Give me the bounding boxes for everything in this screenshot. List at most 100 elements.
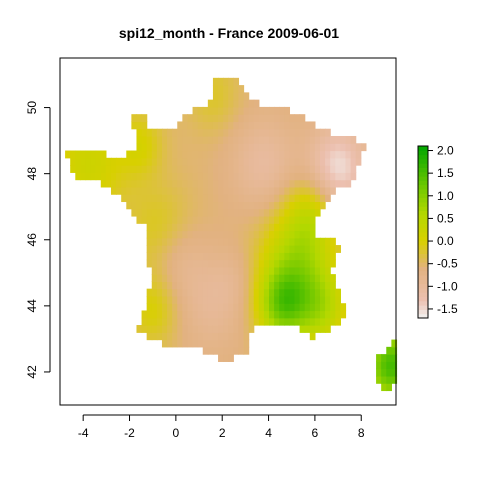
raster-cell bbox=[284, 281, 291, 290]
raster-cell bbox=[223, 194, 229, 203]
raster-cell bbox=[253, 150, 260, 159]
raster-cell bbox=[233, 295, 240, 304]
raster-cell bbox=[177, 215, 183, 224]
raster-cell bbox=[151, 281, 158, 290]
raster-cell bbox=[299, 179, 306, 188]
raster-cell bbox=[177, 252, 183, 261]
raster-cell bbox=[172, 325, 178, 333]
raster-cell bbox=[121, 179, 127, 188]
raster-cell bbox=[274, 295, 280, 304]
raster-cell bbox=[243, 194, 250, 203]
chart-title: spi12_month - France 2009-06-01 bbox=[119, 25, 339, 41]
raster-cell bbox=[228, 186, 234, 195]
raster-cell bbox=[136, 325, 143, 333]
raster-cell bbox=[269, 150, 275, 159]
raster-cell bbox=[238, 295, 245, 304]
raster-cell bbox=[299, 114, 306, 123]
raster-cell bbox=[121, 172, 127, 181]
raster-cell bbox=[233, 245, 240, 253]
raster-cell bbox=[314, 194, 321, 203]
raster-cell bbox=[319, 143, 326, 152]
raster-cell bbox=[258, 172, 265, 181]
raster-cell bbox=[274, 288, 280, 297]
raster-cell bbox=[253, 215, 260, 224]
raster-cell bbox=[335, 172, 341, 181]
raster-cell bbox=[238, 114, 245, 123]
raster-cell bbox=[294, 310, 301, 319]
raster-cell bbox=[223, 325, 229, 333]
raster-cell bbox=[172, 303, 178, 312]
raster-cell bbox=[289, 121, 296, 130]
raster-cell bbox=[126, 150, 132, 159]
raster-cell bbox=[177, 208, 183, 217]
raster-cell bbox=[289, 128, 296, 137]
raster-cell bbox=[207, 106, 214, 115]
raster-cell bbox=[258, 252, 265, 261]
raster-cell bbox=[218, 237, 224, 246]
raster-cell bbox=[187, 215, 194, 224]
raster-cell bbox=[304, 295, 311, 304]
raster-cell bbox=[212, 346, 219, 355]
raster-cell bbox=[151, 266, 158, 275]
raster-cell bbox=[202, 223, 209, 232]
raster-cell bbox=[248, 172, 255, 181]
raster-cell bbox=[202, 266, 209, 275]
raster-cell bbox=[177, 194, 183, 203]
raster-cell bbox=[212, 215, 219, 224]
raster-cell bbox=[182, 303, 189, 312]
raster-cell bbox=[330, 186, 336, 195]
raster-cell bbox=[325, 165, 331, 173]
raster-cell bbox=[381, 383, 387, 392]
raster-cell bbox=[167, 303, 173, 312]
raster-cell bbox=[212, 288, 219, 297]
raster-cell bbox=[304, 128, 311, 137]
legend-swatch bbox=[418, 184, 428, 190]
raster-cell bbox=[218, 215, 224, 224]
raster-cell bbox=[289, 208, 296, 217]
raster-cell bbox=[314, 303, 321, 312]
raster-cell bbox=[248, 274, 255, 282]
raster-cell bbox=[212, 179, 219, 188]
raster-cell bbox=[304, 179, 311, 188]
raster-cell bbox=[182, 194, 189, 203]
raster-cell bbox=[136, 150, 143, 159]
raster-cell bbox=[105, 179, 112, 188]
raster-cell bbox=[126, 179, 132, 188]
raster-cell bbox=[146, 143, 153, 152]
raster-cell bbox=[167, 295, 173, 304]
raster-cell bbox=[192, 215, 199, 224]
raster-cell bbox=[360, 143, 367, 152]
raster-cell bbox=[207, 201, 214, 210]
raster-cell bbox=[335, 288, 341, 297]
legend-tick-label: -1.5 bbox=[437, 302, 458, 316]
raster-cell bbox=[207, 121, 214, 130]
raster-cell bbox=[386, 383, 392, 392]
raster-cell bbox=[192, 339, 199, 348]
raster-cell bbox=[202, 332, 209, 341]
raster-cell bbox=[340, 179, 347, 188]
raster-cell bbox=[253, 245, 260, 253]
raster-cell bbox=[151, 208, 158, 217]
raster-cell bbox=[192, 274, 199, 282]
raster-cell bbox=[141, 143, 148, 152]
raster-cell bbox=[177, 165, 183, 173]
raster-cell bbox=[330, 317, 336, 326]
raster-cell bbox=[146, 288, 153, 297]
raster-cell bbox=[258, 230, 265, 239]
raster-cell bbox=[218, 135, 224, 144]
raster-cell bbox=[161, 332, 168, 341]
raster-cell bbox=[202, 346, 209, 355]
raster-cell bbox=[299, 274, 306, 282]
raster-cell bbox=[391, 346, 398, 355]
raster-cell bbox=[304, 288, 311, 297]
raster-cell bbox=[182, 325, 189, 333]
raster-cell bbox=[279, 201, 285, 210]
raster-cell bbox=[263, 295, 270, 304]
raster-cell bbox=[238, 325, 245, 333]
raster-cell bbox=[330, 165, 336, 173]
raster-cell bbox=[156, 135, 163, 144]
raster-cell bbox=[386, 354, 392, 362]
raster-cell bbox=[263, 274, 270, 282]
raster-cell bbox=[289, 281, 296, 290]
raster-cell bbox=[284, 310, 291, 319]
